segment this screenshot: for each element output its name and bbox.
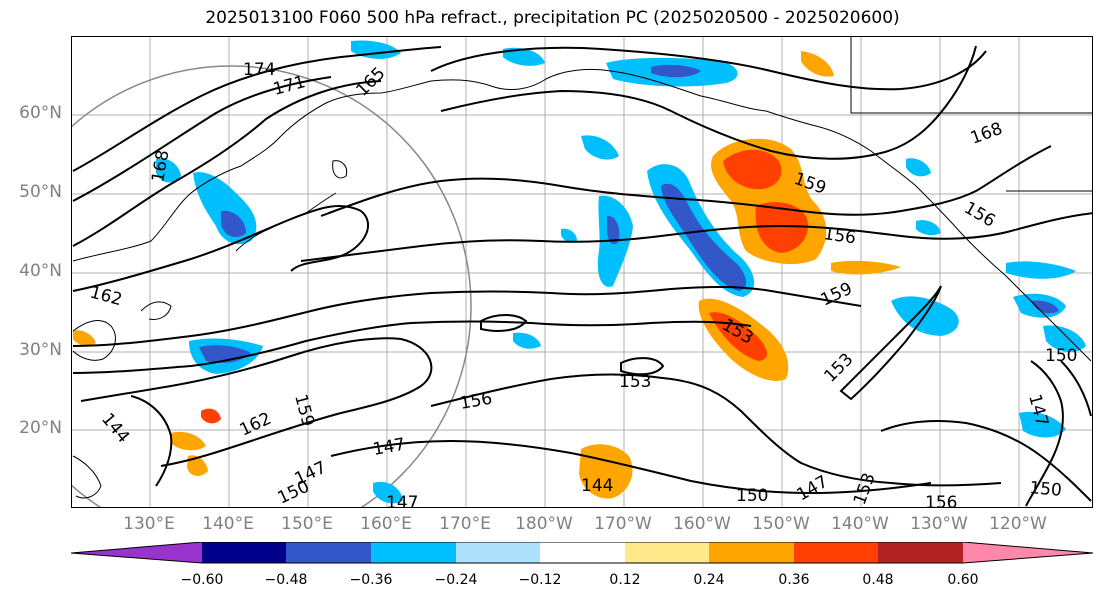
lon-label-160e: 160°E [360, 514, 412, 534]
lat-label-20: 20°N [19, 418, 62, 438]
colorbar-tick: 0.60 [947, 572, 979, 588]
colorbar [70, 541, 1095, 568]
contour-label: 168 [968, 119, 1005, 149]
lon-label-140e: 140°E [202, 514, 254, 534]
map-panel: 174 171 165 168 162 159 156 153 147 144 … [71, 36, 1093, 508]
contour-label: 156 [961, 198, 999, 232]
shaded-fields [73, 40, 1086, 504]
graticule [72, 37, 1092, 507]
contour-label: 165 [352, 63, 389, 100]
contour-label: 174 [243, 60, 275, 80]
contour-label: 159 [818, 279, 856, 311]
colorbar-bin [286, 542, 371, 563]
contour-labels: 174 171 165 168 162 159 156 153 147 144 … [88, 60, 1078, 508]
contour-label: 150 [1045, 346, 1077, 366]
lon-label-120w: 120°W [989, 514, 1047, 534]
contour-label: 147 [794, 472, 832, 506]
colorbar-tick: −0.60 [180, 572, 224, 588]
range-circle [72, 65, 472, 507]
lat-label-60: 60°N [19, 103, 62, 123]
contour-label: 156 [822, 224, 857, 248]
colorbar-extend-max [963, 542, 1093, 563]
colorbar-tick: 0.36 [778, 572, 810, 588]
colorbar-tick: −0.36 [349, 572, 393, 588]
contour-label: 153 [850, 470, 880, 507]
lon-label-140w: 140°W [831, 514, 889, 534]
contour-label: 171 [271, 72, 308, 100]
lat-label-30: 30°N [19, 340, 62, 360]
contour-label: 156 [458, 389, 493, 414]
lon-label-170w: 170°W [594, 514, 652, 534]
contour-label: 153 [619, 372, 651, 392]
contour-label: 147 [386, 493, 418, 508]
colorbar-tick: −0.24 [434, 572, 478, 588]
colorbar-tick: 0.12 [609, 572, 641, 588]
contour-label: 150 [736, 486, 768, 506]
colorbar-tick: 0.24 [693, 572, 725, 588]
colorbar-bin [371, 542, 456, 563]
contour-label: 144 [97, 409, 133, 447]
lon-label-170e: 170°E [439, 514, 491, 534]
colorbar-tick: 0.48 [862, 572, 894, 588]
colorbar-bin [202, 542, 286, 563]
colorbar-bin [794, 542, 878, 563]
contour-label: 159 [290, 392, 318, 429]
colorbar-extend-min [71, 542, 202, 563]
lon-label-150e: 150°E [281, 514, 333, 534]
contour-label: 150 [1029, 478, 1063, 501]
colorbar-graphic [70, 541, 1094, 564]
lon-label-130e: 130°E [123, 514, 175, 534]
colorbar-bin [540, 542, 625, 563]
lon-label-180w: 180°W [515, 514, 573, 534]
map-canvas: 174 171 165 168 162 159 156 153 147 144 … [72, 37, 1092, 508]
lat-label-50: 50°N [19, 182, 62, 202]
map-title: 2025013100 F060 500 hPa refract., precip… [205, 8, 900, 28]
colorbar-bin [625, 542, 709, 563]
colorbar-bin [709, 542, 794, 563]
lon-label-150w: 150°W [752, 514, 810, 534]
colorbar-tick: −0.48 [264, 572, 308, 588]
colorbar-bin [878, 542, 963, 563]
contour-label: 162 [88, 283, 125, 311]
contour-label: 144 [581, 476, 613, 496]
colorbar-tick: −0.12 [518, 572, 562, 588]
contour-label: 147 [371, 435, 406, 460]
lat-label-40: 40°N [19, 261, 62, 281]
lon-label-130w: 130°W [910, 514, 968, 534]
contours [72, 45, 1092, 507]
colorbar-bin [456, 542, 540, 563]
contour-label: 156 [925, 493, 957, 508]
colorbar-outline [70, 541, 1094, 564]
lon-label-160w: 160°W [673, 514, 731, 534]
